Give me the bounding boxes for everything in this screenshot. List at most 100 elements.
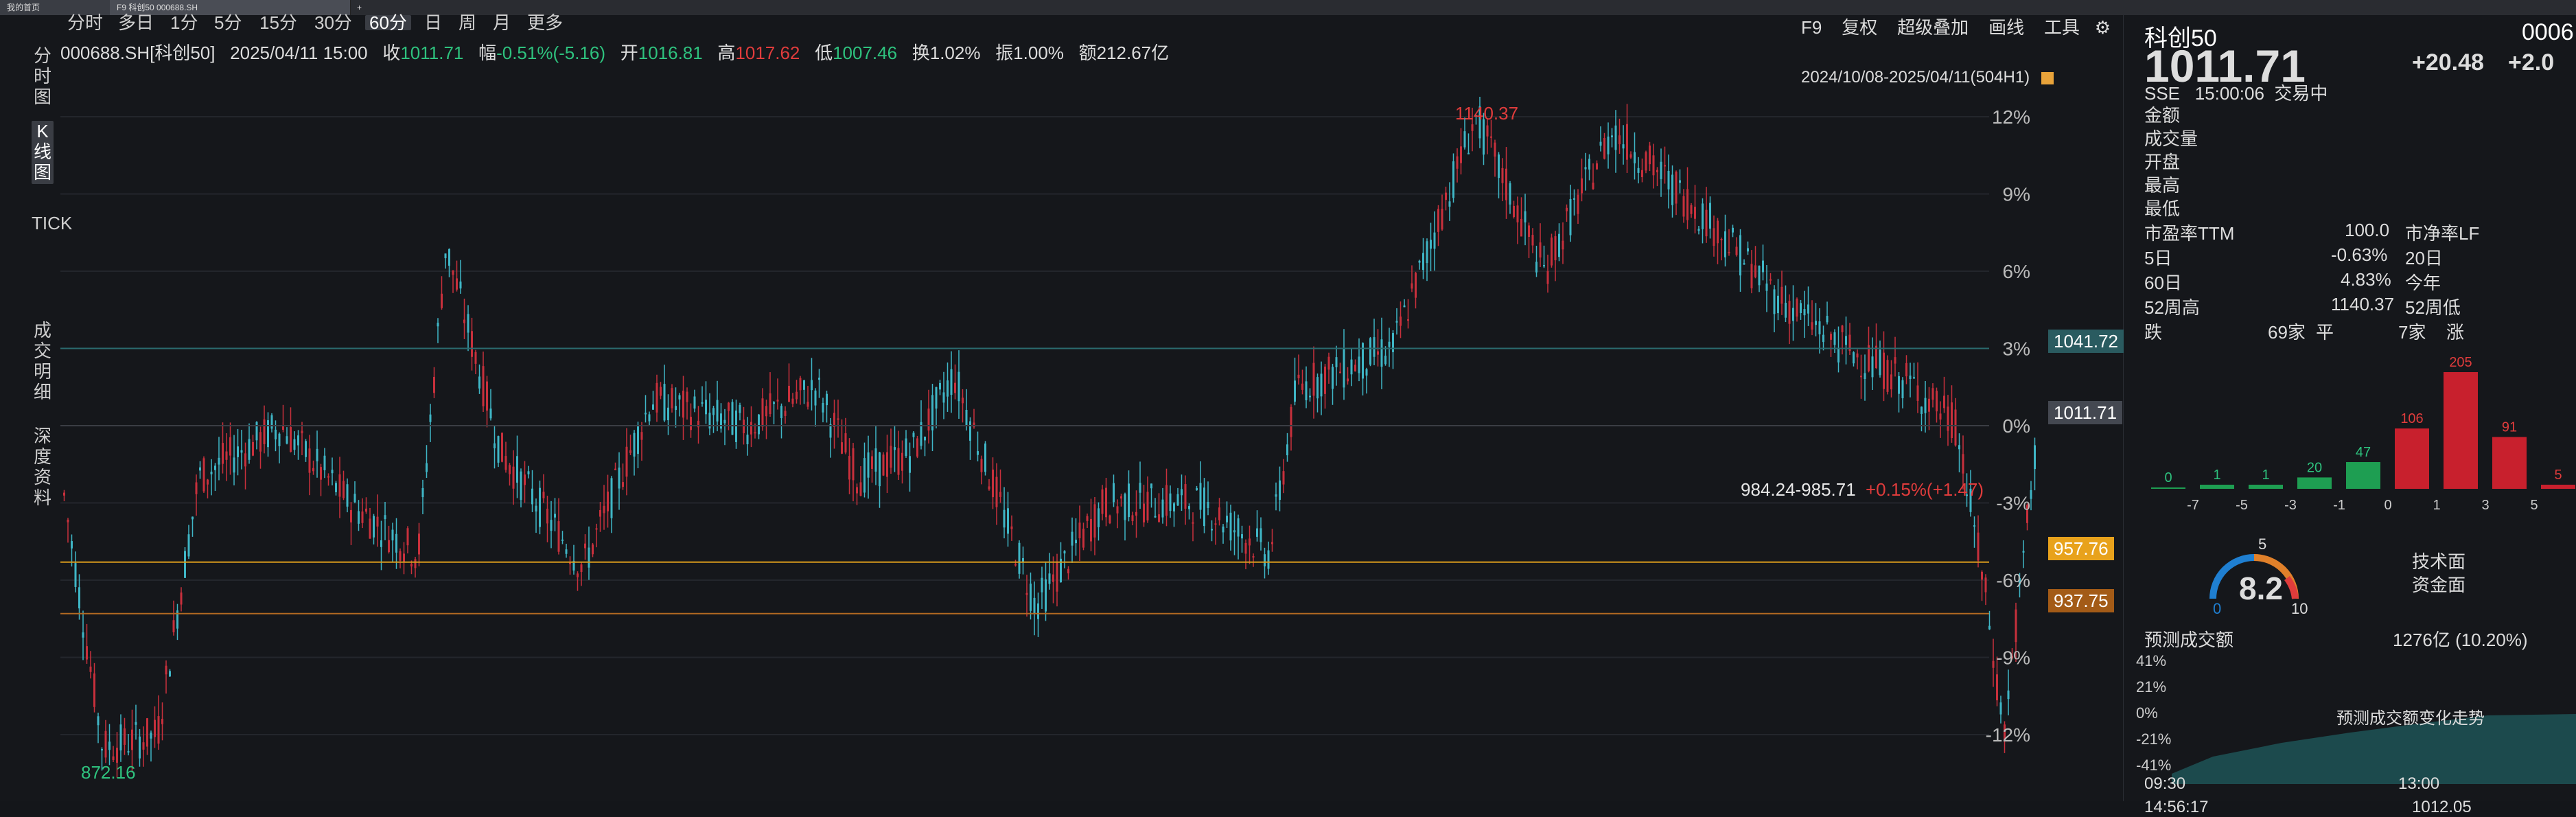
candle-body: [1037, 603, 1039, 619]
candle-body: [1494, 142, 1496, 157]
candle-body: [675, 406, 677, 411]
candle-body: [539, 487, 541, 527]
candle-body: [1256, 528, 1258, 537]
d60-value: 4.83%: [2341, 269, 2391, 290]
candle-body: [572, 560, 575, 571]
candle-body: [1769, 279, 1772, 281]
period-15min[interactable]: 15分: [259, 12, 297, 33]
candle-body: [992, 469, 994, 498]
turnover-value: 1.02%: [929, 43, 981, 63]
adjust-button[interactable]: 复权: [1842, 17, 1878, 38]
candle-body: [1218, 507, 1220, 520]
candle-body: [373, 516, 375, 538]
low-annotation: 872.16: [81, 762, 136, 783]
candle-body: [592, 544, 594, 555]
candle-body: [1124, 494, 1126, 520]
candle-body: [1977, 532, 1980, 561]
candle-body: [233, 457, 235, 473]
fund-label[interactable]: 资金面: [2412, 575, 2466, 595]
candle-body: [1664, 165, 1666, 167]
candle-body: [478, 376, 480, 389]
candle-body: [701, 402, 704, 404]
candle-body: [1433, 232, 1436, 249]
candle-body: [520, 471, 522, 500]
side-tab-detail[interactable]: 成交明细: [33, 320, 51, 402]
kline-chart[interactable]: 12% 9% 6% 3% 0% -3% -6% -9% -12%: [60, 89, 2044, 796]
distribution-value: 1: [2213, 468, 2220, 483]
candle-body: [1252, 556, 1255, 558]
candle-body: [403, 553, 405, 562]
candle-body: [1614, 125, 1617, 150]
candle-body: [1060, 558, 1062, 583]
candle-body: [489, 408, 492, 419]
fall-count: 69家: [2268, 322, 2306, 343]
candle-body: [1811, 322, 1813, 330]
candle-body: [1199, 483, 1202, 510]
candle-body: [1513, 205, 1515, 218]
candle-body: [995, 476, 998, 507]
tools-button[interactable]: 工具: [2044, 17, 2080, 38]
pct-tick-label: 6%: [2003, 261, 2030, 282]
lock-icon[interactable]: [2041, 71, 2054, 84]
candle-body: [542, 492, 545, 498]
candle-body: [214, 465, 216, 470]
candle-body: [176, 610, 178, 629]
candle-body: [1101, 489, 1104, 514]
candle-body: [74, 563, 77, 587]
candle-body: [1868, 345, 1870, 371]
period-30min[interactable]: 30分: [314, 12, 352, 33]
tab-home[interactable]: 我的首页: [0, 0, 111, 15]
period-fenshi[interactable]: 分时: [67, 12, 104, 33]
period-1min[interactable]: 1分: [170, 12, 198, 33]
quote-time: 15:00:06: [2194, 83, 2264, 104]
pct-tick-label: 9%: [2003, 184, 2030, 205]
candle-body: [1403, 305, 1406, 308]
candle-body: [1826, 316, 1829, 323]
candle-body: [1320, 373, 1323, 397]
period-more[interactable]: 更多: [527, 12, 564, 33]
candle-body: [527, 471, 530, 474]
candle-body: [773, 402, 775, 404]
rise-label: 涨: [2446, 322, 2465, 343]
add-tab-button[interactable]: +: [357, 3, 362, 12]
candle-body: [1626, 124, 1628, 160]
candle-body: [441, 293, 443, 308]
period-week[interactable]: 周: [459, 12, 477, 33]
gear-icon[interactable]: ⚙: [2094, 17, 2111, 38]
period-month[interactable]: 月: [493, 12, 511, 33]
candle-body: [2026, 505, 2028, 523]
pct-axis: 12% 9% 6% 3% 0% -3% -6% -9% -12%: [1986, 106, 2030, 746]
candle-body: [1233, 530, 1235, 533]
distribution-xlabel: -1: [2333, 498, 2345, 513]
draw-line-button[interactable]: 画线: [1988, 17, 2025, 38]
candle-body: [350, 509, 352, 522]
side-tab-kline[interactable]: K线图: [32, 121, 54, 184]
candle-body: [535, 505, 537, 511]
side-tab-tick[interactable]: TICK: [32, 213, 73, 233]
candle-body: [1347, 378, 1349, 382]
candle-body: [1452, 161, 1454, 198]
period-5min[interactable]: 5分: [214, 12, 242, 33]
candle-body: [1728, 251, 1730, 253]
candle-body: [154, 720, 156, 737]
overlay-button[interactable]: 超级叠加: [1897, 17, 1969, 38]
candle-body: [1682, 196, 1685, 217]
period-multiday[interactable]: 多日: [118, 12, 154, 33]
candle-body: [640, 432, 643, 440]
candle-body: [418, 533, 420, 555]
price-tag-1041: 1041.72: [2048, 330, 2124, 353]
period-60min[interactable]: 60分: [365, 14, 411, 32]
side-tab-fenshi[interactable]: 分时图: [33, 45, 51, 107]
tab-f9-kc50[interactable]: F9 科创50 000688.SH: [110, 0, 351, 15]
candle-body: [758, 414, 760, 435]
f9-button[interactable]: F9: [1801, 17, 1822, 38]
period-day[interactable]: 日: [424, 12, 443, 33]
candle-body: [1690, 205, 1693, 214]
candle-body: [796, 391, 798, 400]
candle-body: [1671, 174, 1673, 205]
candle-body: [1033, 597, 1036, 614]
security-code: 000688.SH[科创50]: [60, 43, 216, 63]
candle-body: [1249, 538, 1251, 546]
side-tab-profile[interactable]: 深度资料: [33, 426, 51, 508]
tech-label[interactable]: 技术面: [2412, 551, 2466, 572]
